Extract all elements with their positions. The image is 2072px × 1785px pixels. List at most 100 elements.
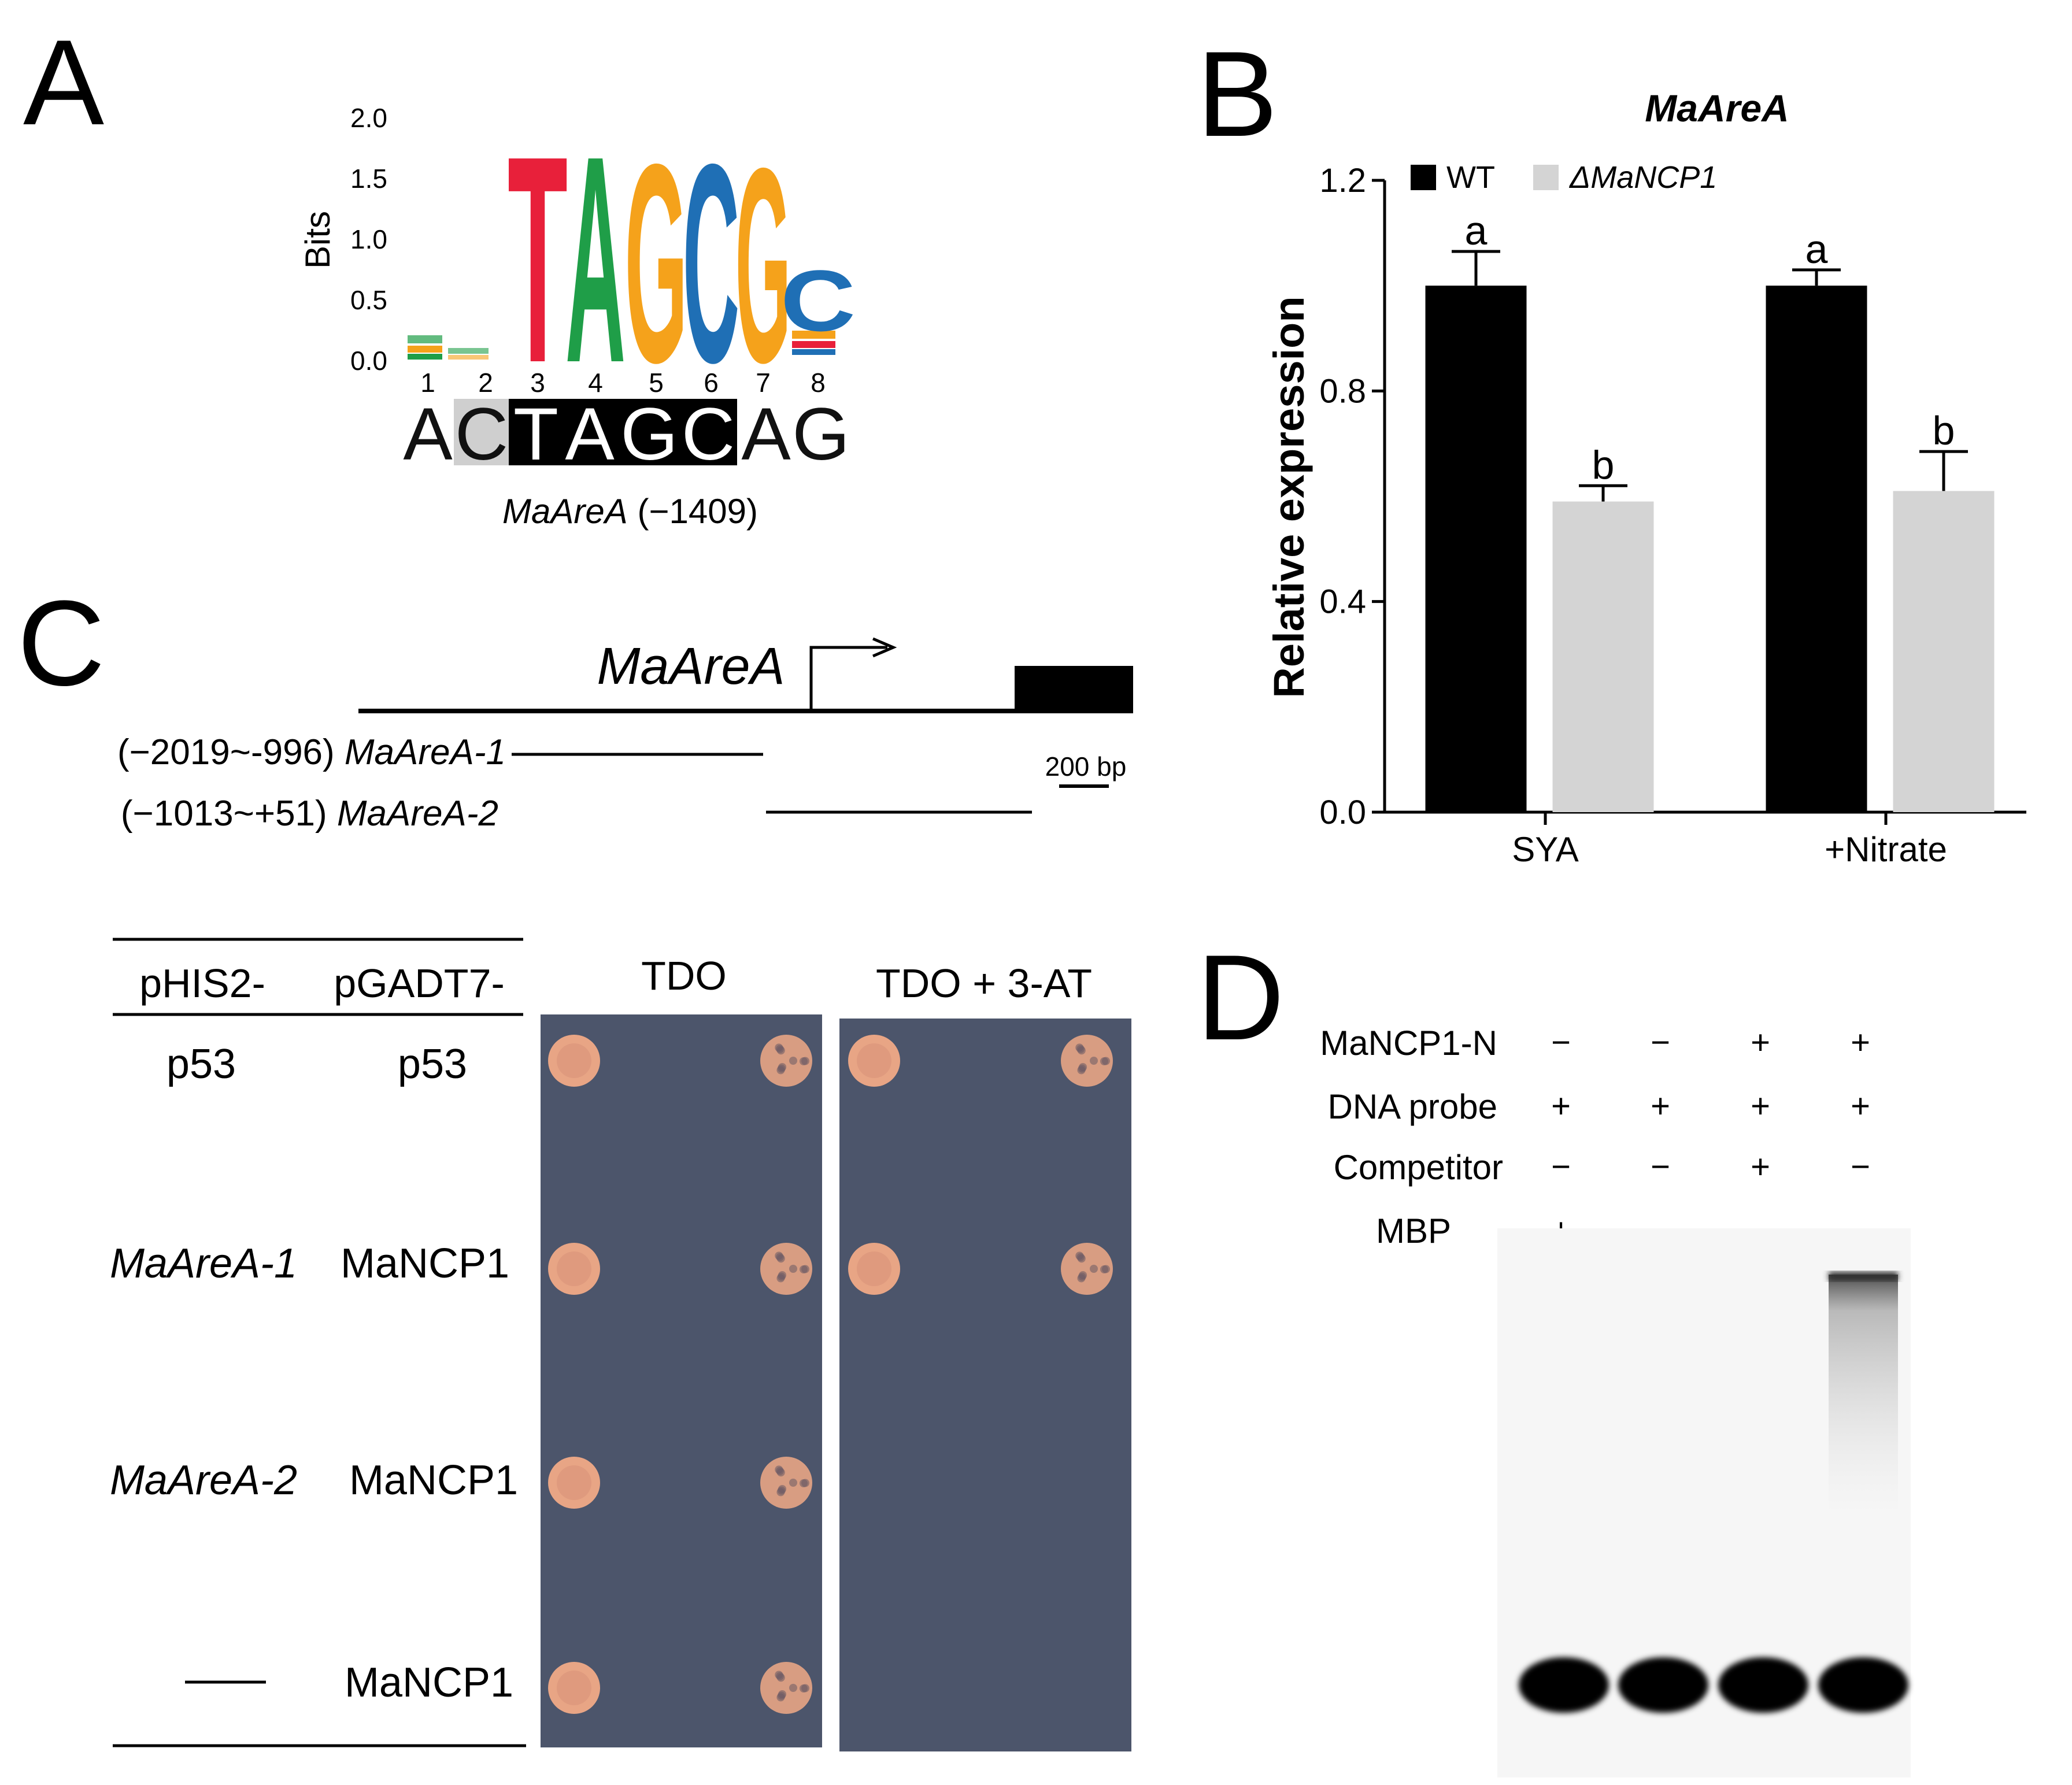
chart-significance-label: a [1465, 208, 1488, 253]
shifted-complex-smear [1829, 1275, 1898, 1517]
colony-dot [1090, 1265, 1098, 1273]
fragment-1-range: (−2019~-996) [117, 732, 345, 772]
gene-diagram: MaAreA (−2019~-996) MaAreA-1 (−1013~+51)… [117, 637, 1133, 834]
colony-dot [776, 1673, 785, 1682]
logo-position: 1 [420, 368, 435, 398]
sequence-base: A [565, 393, 615, 476]
row-1-prey: p53 [398, 1041, 467, 1087]
sequence-base: C [455, 393, 508, 476]
emsa-sign: + [1651, 1087, 1670, 1125]
panel-d-letter: D [1197, 929, 1285, 1065]
colony-dot [799, 1057, 808, 1066]
logo-y-tick: 1.0 [350, 224, 387, 254]
colony-dot [776, 1046, 785, 1055]
chart-y-tick-label: 0.8 [1319, 372, 1366, 410]
row-1-bait: p53 [166, 1041, 236, 1087]
fragment-1-name: MaAreA-1 [345, 732, 506, 772]
emsa-sign: + [1851, 1087, 1870, 1125]
chart-y-axis-label: Relative expression [1265, 296, 1313, 698]
row-2-prey: MaNCP1 [341, 1240, 509, 1287]
colony-dot [789, 1265, 797, 1273]
y1h-table: pHIS2- pGADT7- p53 p53 MaAreA-1 MaNCP1 M… [110, 938, 526, 1747]
logo-letter-t: T [508, 94, 568, 424]
chart-y-tick-label: 1.2 [1319, 162, 1366, 199]
logo-letter-c-small: C [780, 253, 856, 349]
chart-significance-label: a [1805, 227, 1828, 272]
colony-dot [789, 1479, 797, 1487]
panel-b-letter: B [1197, 26, 1278, 162]
logo-caption: MaAreA (−1409) [502, 492, 758, 531]
panel-a: A Bits 2.0 1.5 1.0 0.5 0.0 T A G C G [23, 14, 856, 531]
header-prey: pGADT7- [334, 961, 505, 1006]
sequence-base: G [620, 393, 678, 476]
yeast-colony-texture [857, 1251, 891, 1286]
arrow-head [872, 637, 897, 658]
emsa-sign: − [1551, 1148, 1571, 1186]
logo-y-ticks: 2.0 1.5 1.0 0.5 0.0 [350, 103, 387, 376]
chart-plot: 0.0 0.4 0.8 1.2 SYA a b +Nitrate a b [1319, 162, 2026, 869]
chart-significance-label: b [1592, 442, 1615, 487]
chart-bar [1893, 491, 1995, 812]
colony-dot [789, 1057, 797, 1065]
transcription-start-arrow [809, 646, 887, 711]
logo-position: 3 [530, 368, 545, 398]
chart-y-tick-label: 0.4 [1319, 583, 1366, 621]
panel-c: C MaAreA (−2019~-996) MaAreA-1 (−1013~+5… [17, 575, 1133, 1751]
colony-dot [1079, 1271, 1087, 1279]
yeast-colony-texture [857, 1043, 891, 1078]
colony-dot [1100, 1265, 1108, 1274]
emsa-row-labels: MaNCP1-N DNA probe Competitor MBP [1320, 1024, 1503, 1250]
logo-letters: T A G C G C [508, 94, 856, 424]
row-label-competitor: Competitor [1334, 1148, 1503, 1187]
emsa-sign: − [1851, 1148, 1870, 1186]
chart-bar [1425, 286, 1527, 813]
yeast-colony-texture [557, 1043, 591, 1078]
logo-y-axis-label: Bits [298, 211, 337, 269]
logo-letter-g: G [625, 106, 688, 422]
emsa-sign: − [1651, 1024, 1670, 1061]
plate-2-label: TDO + 3-AT [876, 961, 1092, 1006]
colony-dot [1079, 1062, 1087, 1071]
panel-a-letter: A [23, 14, 104, 150]
logo-caption-position: (−1409) [628, 492, 758, 531]
chart-legend: WT ΔMaNCP1 [1411, 160, 1717, 195]
row-label-mancp1-n: MaNCP1-N [1320, 1024, 1497, 1062]
colony-dot [799, 1265, 808, 1274]
colony-dot [778, 1690, 787, 1698]
emsa-sign: + [1751, 1024, 1770, 1061]
emsa-sign: + [1851, 1024, 1870, 1061]
sequence-base: A [741, 393, 791, 476]
row-2-bait: MaAreA-1 [110, 1240, 297, 1287]
yeast-colony-texture [557, 1671, 591, 1705]
yeast-colony-diluted [760, 1662, 812, 1714]
chart-title: MaAreA [1645, 87, 1789, 129]
yeast-colony-diluted [760, 1035, 812, 1087]
colony-dot [776, 1254, 785, 1263]
logo-minor-letters [408, 331, 835, 360]
colonies [548, 1035, 1113, 1714]
fragment-1-label: (−2019~-996) MaAreA-1 [117, 732, 506, 772]
sequence-base: A [403, 393, 453, 476]
free-probe-band [1519, 1657, 1609, 1713]
logo-letter-c: C [683, 105, 739, 422]
logo-caption-gene: MaAreA [502, 492, 628, 531]
sequence-base: C [682, 393, 735, 476]
logo-y-tick: 2.0 [350, 103, 387, 133]
row-3-prey: MaNCP1 [349, 1457, 518, 1503]
legend-label-mutant: ΔMaNCP1 [1568, 160, 1717, 195]
yeast-colony-diluted [760, 1243, 812, 1295]
gene-label: MaAreA [597, 638, 785, 695]
panel-b: B MaAreA Relative expression WT ΔMaNCP1 … [1197, 26, 2026, 869]
chart-bar [1552, 501, 1654, 812]
colony-dot [776, 1468, 785, 1477]
plate-1-label: TDO [641, 953, 727, 998]
colony-dot [778, 1271, 787, 1279]
colony-dot [778, 1062, 787, 1071]
logo-y-tick: 0.5 [350, 285, 387, 315]
sequence-highlight-black [509, 399, 737, 465]
emsa-sign: − [1551, 1024, 1571, 1061]
chart-significance-label: b [1933, 408, 1955, 453]
yeast-colony-texture [557, 1251, 591, 1286]
plate-tdo [541, 1014, 822, 1747]
